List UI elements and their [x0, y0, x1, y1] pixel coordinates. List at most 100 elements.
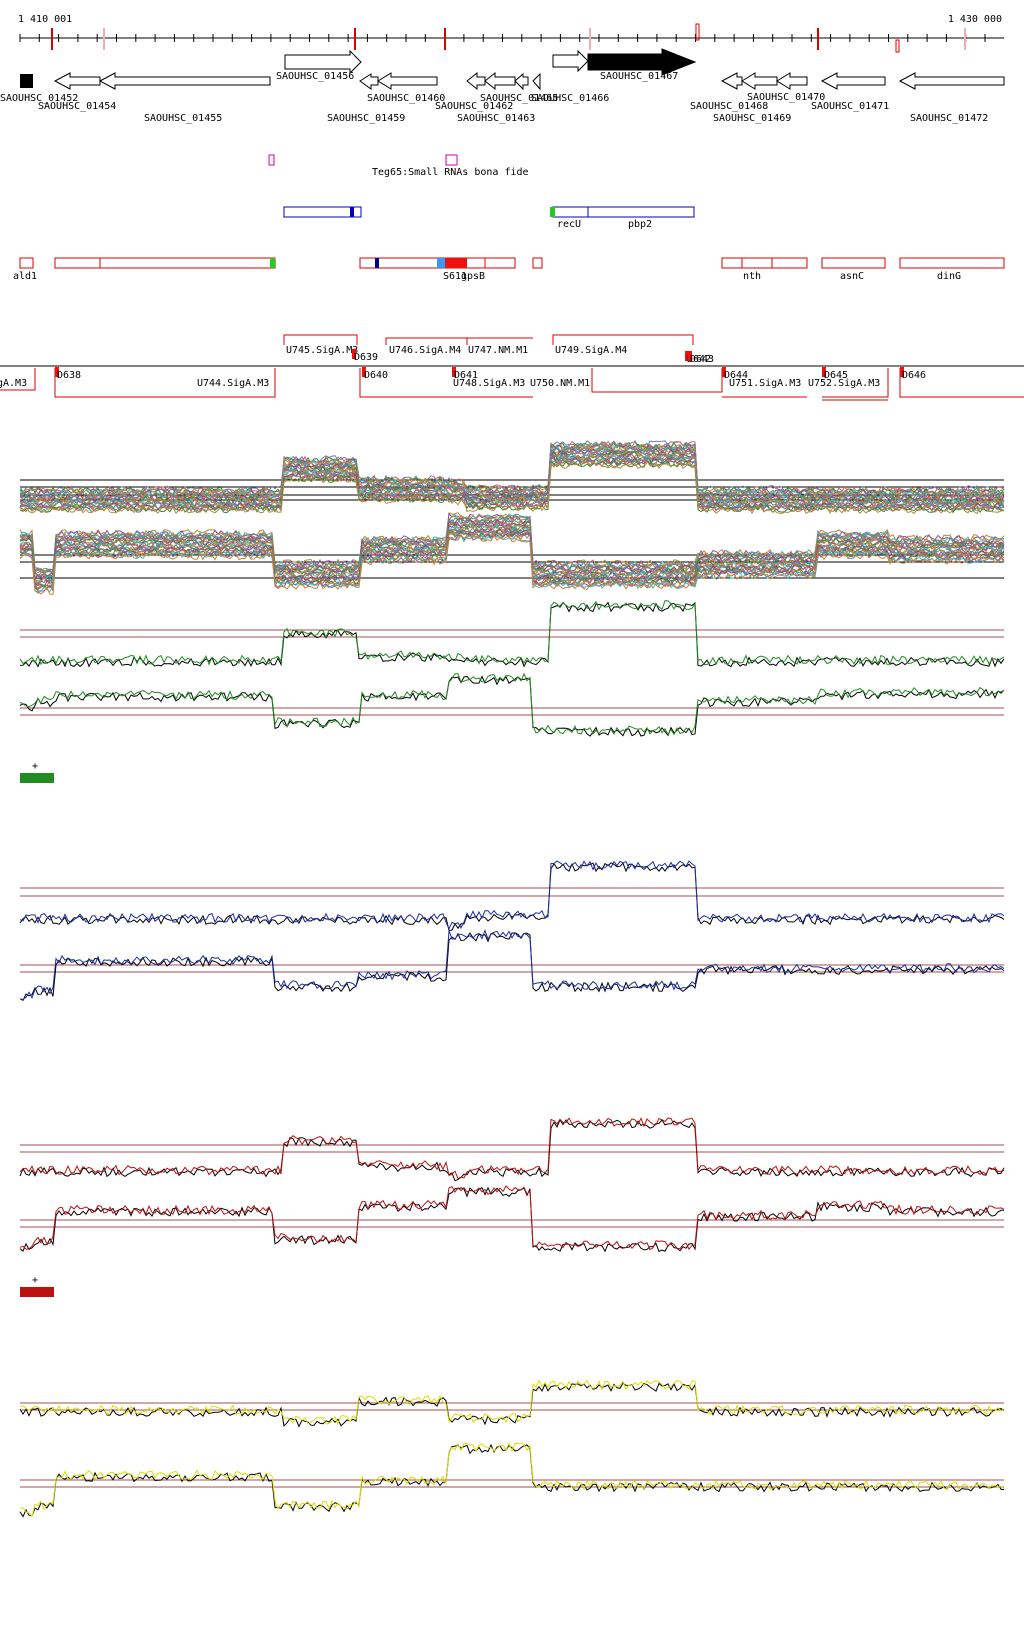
feature-marker: [445, 258, 467, 268]
red-legend-swatch[interactable]: [20, 1287, 54, 1297]
expression-curve: [19, 1382, 1005, 1428]
expression-curve: [19, 534, 1005, 595]
expression-curve: [19, 1118, 1005, 1182]
small-rna-track: Teg65:Small RNAs bona fide: [268, 154, 529, 178]
ruler-marker: [895, 39, 900, 53]
overview-track: [19, 439, 1005, 595]
tu-bracket[interactable]: [822, 368, 889, 398]
downregion-label: D645: [824, 370, 848, 381]
gene-arrow[interactable]: [776, 72, 808, 90]
tu-bracket[interactable]: [54, 368, 276, 398]
expression-curve: [19, 675, 1005, 737]
ruler-marker: [695, 23, 700, 41]
gene-arrow[interactable]: [552, 49, 589, 73]
feature-marker: [550, 207, 555, 217]
tu-label: U745.SigA.M3: [286, 345, 358, 356]
tu-bracket[interactable]: [283, 334, 358, 345]
feature-marker: [350, 207, 354, 217]
transcription-unit-track: U745.SigA.M3 U746.SigA.M4 U747.NM.M1 U74…: [0, 334, 1024, 401]
expression-tracks: [19, 439, 1005, 1518]
small-rna-box[interactable]: [445, 154, 458, 166]
expression-curve: [19, 862, 1005, 931]
feature-box[interactable]: [821, 257, 886, 269]
gene-arrow[interactable]: [20, 74, 33, 88]
tu-label: gA.M3: [0, 378, 27, 389]
feature-box[interactable]: [552, 206, 695, 218]
expression-curve: [19, 530, 1005, 590]
tu-bracket[interactable]: [0, 368, 36, 391]
tu-bracket[interactable]: [385, 337, 470, 345]
tu-bracket[interactable]: [359, 368, 533, 398]
expression-curve: [19, 521, 1005, 582]
gene-arrow[interactable]: [284, 49, 362, 75]
feature-box[interactable]: [532, 257, 543, 269]
gene-label: SAOUHSC_01463: [457, 113, 535, 124]
tu-label: U751.SigA.M3: [729, 378, 801, 389]
tu-label: U746.SigA.M4: [389, 345, 461, 356]
downregion-label: D646: [902, 370, 926, 381]
gene-label: SAOUHSC_01471: [811, 101, 889, 112]
feature-label: S611: [443, 271, 467, 282]
tu-bracket[interactable]: [552, 334, 694, 345]
gene-arrow[interactable]: [466, 71, 486, 91]
tu-bracket[interactable]: [899, 368, 1024, 398]
small-rna-box[interactable]: [268, 154, 275, 166]
feature-label: recU: [557, 219, 581, 230]
downregion-label: D639: [354, 352, 378, 363]
feature-box[interactable]: [283, 206, 362, 218]
gene-arrow[interactable]: [98, 72, 271, 90]
expression-curve: [19, 453, 1005, 508]
gene-label: SAOUHSC_01459: [327, 113, 405, 124]
tu-bracket[interactable]: [591, 368, 723, 393]
tu-label: U747.NM.M1: [468, 345, 528, 356]
downregion-marker: [685, 351, 689, 361]
gene-arrow[interactable]: [898, 72, 1005, 90]
ruler-ticks: [19, 23, 986, 53]
feature-box[interactable]: [721, 257, 808, 269]
feature-label: pbp2: [628, 219, 652, 230]
downregion-marker: [722, 367, 726, 377]
feature-box[interactable]: [54, 257, 276, 269]
expression-curve: [19, 439, 1005, 494]
gene-arrow[interactable]: [587, 48, 697, 76]
expression-curve: [19, 932, 1005, 1001]
gene-label: SAOUHSC_01472: [910, 113, 988, 124]
downregion-marker: [352, 349, 356, 359]
green-track: [19, 600, 1005, 737]
downregion-label: D641: [454, 370, 478, 381]
downregion-marker: [822, 367, 826, 377]
downregion-label: D643: [690, 354, 714, 365]
gene-label: SAOUHSC_01467: [600, 71, 678, 82]
downregion-label: D644: [724, 370, 748, 381]
gene-arrow[interactable]: [820, 72, 886, 90]
gene-arrow[interactable]: [377, 72, 438, 90]
small-rna-label: Teg65:Small RNAs bona fide: [372, 167, 529, 178]
gene-label: SAOUHSC_01452: [0, 93, 78, 104]
expression-curve: [19, 523, 1005, 584]
tu-bracket[interactable]: [466, 337, 533, 345]
forward-feature-track: recU pbp2: [283, 206, 695, 230]
gene-arrow[interactable]: [720, 72, 743, 90]
gene-arrow[interactable]: [484, 71, 516, 91]
gene-arrow[interactable]: [53, 72, 101, 90]
gene-arrow[interactable]: [359, 73, 379, 90]
ruler-start-label: 1 410 001: [18, 14, 72, 25]
downregion-label: D640: [364, 370, 388, 381]
downregion-label: D638: [57, 370, 81, 381]
gene-arrow[interactable]: [741, 72, 778, 90]
feature-label: gpsB: [461, 271, 485, 282]
gene-arrow[interactable]: [532, 72, 541, 91]
gene-arrow[interactable]: [514, 72, 529, 91]
feature-box[interactable]: [19, 257, 34, 269]
gene-label: SAOUHSC_01470: [747, 92, 825, 103]
feature-box[interactable]: [899, 257, 1005, 269]
expression-curve: [19, 1185, 1005, 1251]
gene-label: SAOUHSC_01468: [690, 101, 768, 112]
expression-curve: [19, 860, 1005, 930]
tu-label: U749.SigA.M4: [555, 345, 627, 356]
tu-label: U748.SigA.M3: [453, 378, 525, 389]
green-legend-swatch[interactable]: [20, 773, 54, 783]
expression-curve: [19, 518, 1005, 579]
downregion-marker: [900, 367, 904, 377]
